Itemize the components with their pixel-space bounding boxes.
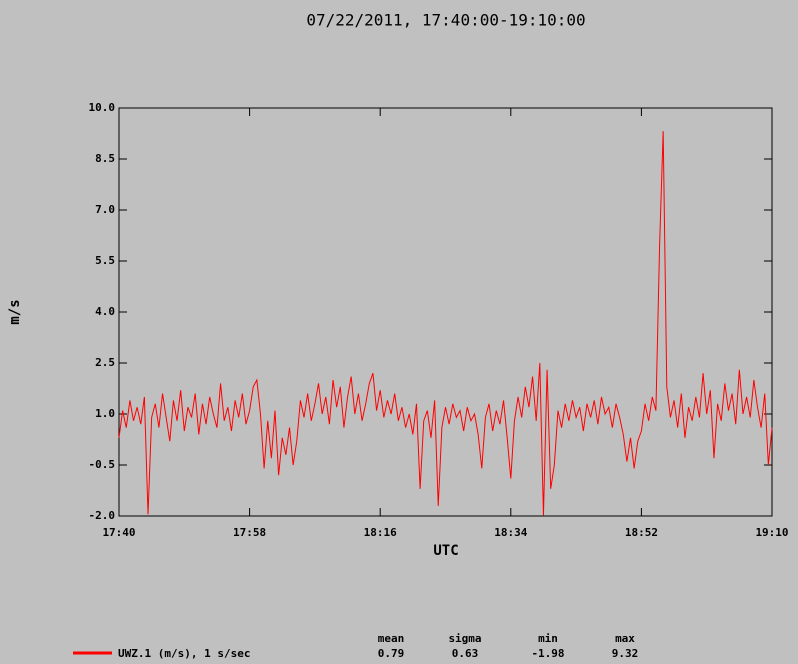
- data-line: [118, 131, 773, 516]
- stats-header: min: [538, 632, 558, 645]
- y-tick-label: 8.5: [95, 152, 115, 165]
- y-tick-label: 5.5: [95, 254, 115, 267]
- y-tick-label: 7.0: [95, 203, 115, 216]
- y-axis-label: m/s: [7, 299, 23, 324]
- stats-value: 0.79: [378, 647, 405, 660]
- stats-value: -1.98: [531, 647, 564, 660]
- x-axis-label: UTC: [433, 543, 458, 559]
- x-tick-label: 18:16: [364, 526, 397, 539]
- x-tick-label: 19:10: [755, 526, 788, 539]
- stats-header: sigma: [448, 632, 481, 645]
- legend-label: UWZ.1 (m/s), 1 s/sec: [118, 647, 250, 660]
- chart-title: 07/22/2011, 17:40:00-19:10:00: [306, 11, 585, 30]
- x-tick-label: 18:34: [494, 526, 527, 539]
- y-tick-label: 4.0: [95, 305, 115, 318]
- x-tick-label: 18:52: [625, 526, 658, 539]
- x-tick-label: 17:58: [233, 526, 266, 539]
- stats-header: max: [615, 632, 635, 645]
- stats-header: mean: [378, 632, 405, 645]
- stats-value: 9.32: [612, 647, 639, 660]
- y-tick-label: 1.0: [95, 407, 115, 420]
- y-tick-label: 10.0: [89, 101, 116, 114]
- x-tick-label: 17:40: [102, 526, 135, 539]
- stats-value: 0.63: [452, 647, 479, 660]
- y-tick-label: 2.5: [95, 356, 115, 369]
- y-tick-label: -0.5: [89, 458, 116, 471]
- y-tick-label: -2.0: [89, 509, 116, 522]
